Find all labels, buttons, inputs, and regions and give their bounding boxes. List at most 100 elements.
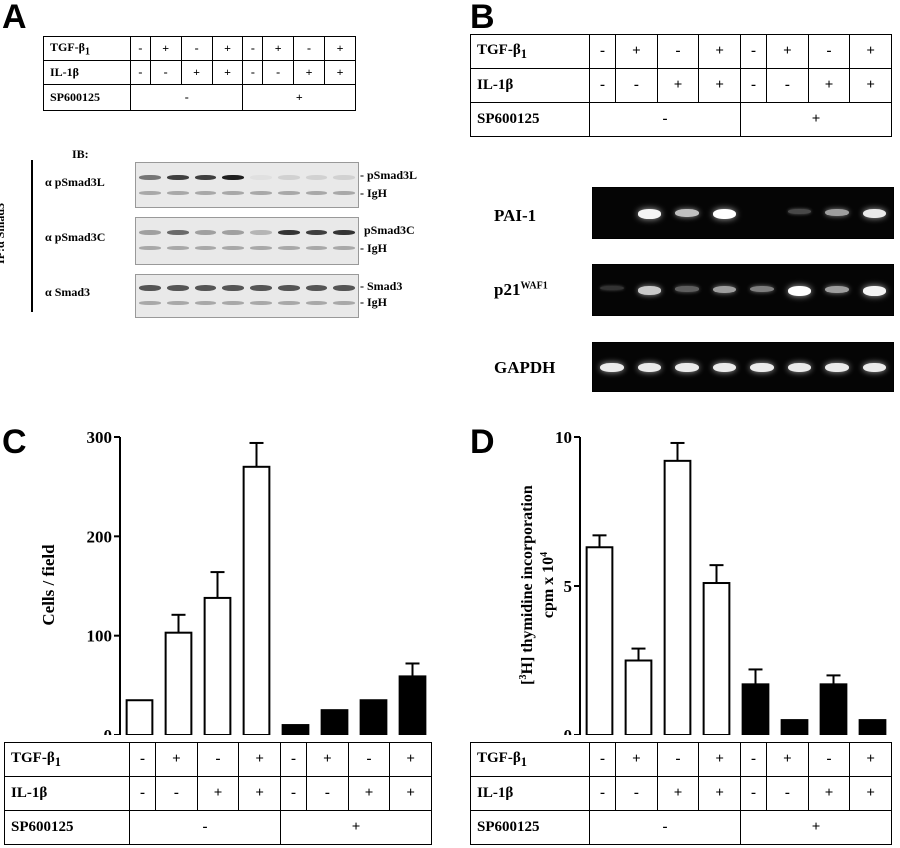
cell: - — [807, 742, 851, 777]
blot-band-igh — [222, 246, 244, 250]
blot-band-igh — [277, 246, 300, 250]
cell: + — [615, 34, 658, 69]
cell: - — [262, 60, 295, 85]
blot-band-igh — [305, 301, 328, 305]
bar — [858, 719, 887, 735]
bar — [320, 709, 349, 735]
cell: - — [766, 776, 809, 811]
row-label-sp: SP600125 — [4, 810, 130, 845]
bar — [663, 459, 692, 735]
bar — [741, 683, 770, 735]
blot-band — [250, 285, 272, 291]
blot-band — [139, 285, 161, 291]
cell: - — [128, 776, 157, 811]
gel-band — [750, 363, 774, 373]
blot-band — [277, 175, 300, 180]
row-label-sp: SP600125 — [470, 810, 590, 845]
cell: + — [807, 776, 851, 811]
gel-band — [675, 363, 699, 373]
cell: + — [324, 36, 356, 61]
cell: - — [129, 84, 244, 111]
treatment-table-c: TGF-β1- + - + - + - + IL-1β - - + + - - + + SP600125- + — [4, 742, 433, 845]
bar — [359, 699, 388, 735]
cell: + — [849, 742, 892, 777]
cell: + — [242, 84, 356, 111]
blot-band — [166, 285, 189, 291]
blot-label-pSmad3C: pSmad3C — [364, 223, 415, 237]
blot-band — [166, 175, 189, 180]
blot-band-igh — [333, 191, 355, 195]
cell: + — [262, 36, 295, 61]
bar — [281, 724, 310, 735]
cell: + — [698, 742, 741, 777]
cell: - — [739, 742, 768, 777]
blot-label-igh-1: - IgH — [360, 186, 387, 200]
blot-band-igh — [333, 246, 355, 250]
treatment-table-b: TGF-β1- + - + - + - + IL-1β - - + + - - + + SP600125- + — [470, 34, 893, 137]
cell: - — [615, 776, 658, 811]
bar-chart-cells-per-field: Cells / field 0 100 200 300 — [39, 428, 427, 735]
gel-band — [675, 286, 699, 292]
antibody-label-3: α Smad3 — [45, 285, 91, 299]
ip-bracket-line — [31, 160, 33, 312]
row-label-il: IL-1β — [470, 776, 590, 811]
bar — [819, 683, 848, 735]
gel-gapdh — [592, 342, 894, 392]
cell: - — [588, 776, 617, 811]
gel-band — [712, 286, 736, 294]
cell: + — [389, 742, 432, 777]
gene-label-pai1: PAI-1 — [494, 206, 537, 225]
y-tick-label: 10 — [555, 428, 572, 447]
treatment-table-a: TGF-β1- + - + - + - + IL-1β - - + + - - + + SP600125- + — [43, 36, 356, 111]
blot-band — [333, 175, 355, 180]
cell: + — [306, 742, 349, 777]
y-tick-label: 200 — [87, 527, 113, 546]
cell: + — [766, 742, 809, 777]
blot-label-igh-2: - IgH — [360, 241, 387, 255]
panel-label-b: B — [470, 0, 495, 36]
bar-chart-thymidine: [3H] thymidine incorporation cpm x 104 0… — [518, 428, 887, 735]
blot-band-igh — [222, 191, 244, 195]
cell: + — [849, 776, 892, 811]
blot-band — [305, 175, 328, 180]
antibody-label-2: α pSmad3C — [45, 230, 106, 244]
blot-band — [250, 175, 272, 180]
cell: - — [180, 36, 213, 61]
cell: + — [180, 60, 213, 85]
blot-band-igh — [250, 301, 272, 305]
cell: + — [766, 34, 809, 69]
cell: + — [389, 776, 432, 811]
row-label-sp: SP600125 — [43, 84, 131, 111]
bar — [702, 582, 731, 735]
blot-band-igh — [277, 301, 300, 305]
bar — [203, 596, 232, 735]
cell: - — [155, 776, 198, 811]
blot-pSmad3L — [135, 162, 359, 208]
blot-band — [250, 230, 272, 235]
cell: - — [588, 742, 617, 777]
gel-band — [600, 286, 624, 291]
blot-band — [139, 230, 161, 235]
blot-band — [194, 175, 217, 180]
gel-band — [862, 363, 886, 373]
gel-band — [862, 209, 886, 219]
cell: - — [242, 36, 264, 61]
cell: - — [739, 776, 768, 811]
cell: - — [589, 810, 741, 845]
bar — [624, 659, 653, 735]
bar — [164, 631, 193, 735]
cell: + — [849, 34, 892, 69]
cell: + — [324, 60, 356, 85]
row-label-tgf: TGF-β1 — [43, 36, 131, 61]
cell: - — [149, 60, 182, 85]
cell: - — [588, 68, 617, 103]
row-label-tgf: TGF-β1 — [470, 34, 590, 69]
row-label-sp: SP600125 — [470, 102, 590, 137]
gel-band — [787, 363, 811, 373]
blot-band-igh — [305, 191, 328, 195]
gel-band — [637, 363, 661, 373]
gel-band — [862, 286, 886, 296]
y-tick-label: 5 — [564, 577, 573, 596]
cell: + — [849, 68, 892, 103]
blot-band-igh — [250, 191, 272, 195]
